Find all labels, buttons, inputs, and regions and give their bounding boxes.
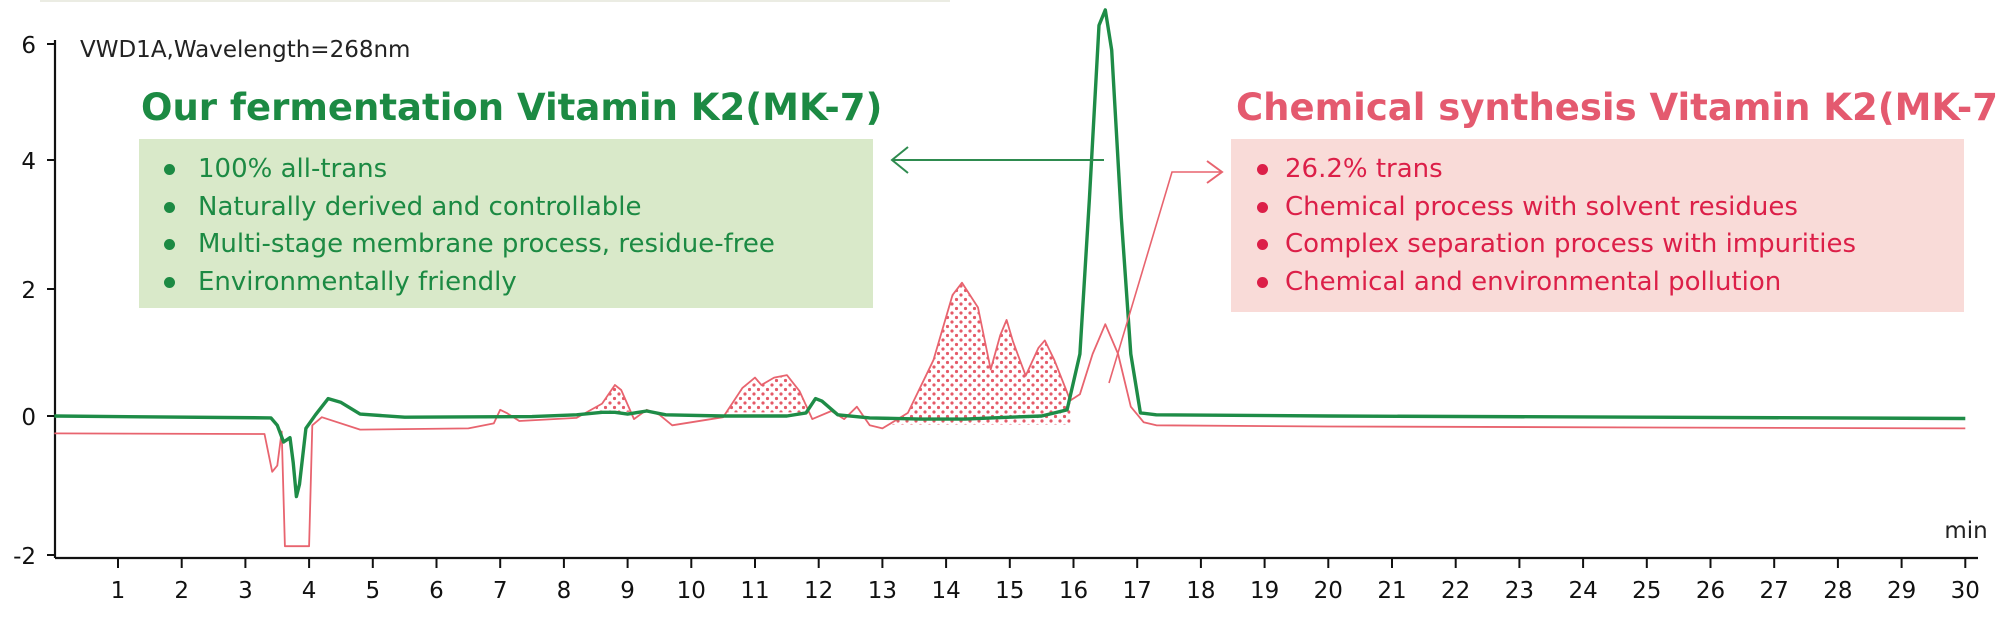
x-tick-label: 17	[1123, 578, 1152, 604]
fermentation-item: Environmentally friendly	[164, 264, 873, 302]
x-tick-label: 6	[429, 578, 444, 604]
x-tick-label: 8	[557, 578, 572, 604]
chemical-heading: Chemical synthesis Vitamin K2(MK-7)	[1236, 86, 1998, 129]
x-tick-label: 20	[1314, 578, 1343, 604]
x-tick-label: 16	[1059, 578, 1088, 604]
x-tick-label: 11	[740, 578, 769, 604]
fermentation-item: Naturally derived and controllable	[164, 189, 873, 227]
red-pointer-line	[1108, 171, 1222, 384]
chemical-panel: 26.2% trans Chemical process with solven…	[1231, 139, 1964, 312]
x-tick-label: 12	[804, 578, 833, 604]
x-tick-label: 4	[302, 578, 317, 604]
y-tick-label: 6	[21, 33, 36, 59]
x-tick-label: 25	[1632, 578, 1661, 604]
signal-label: VWD1A,Wavelength=268nm	[80, 37, 411, 63]
x-tick-label: 15	[995, 578, 1024, 604]
x-tick-label: 22	[1441, 578, 1470, 604]
chemical-item: Complex separation process with impuriti…	[1257, 226, 1964, 264]
y-tick-label: 2	[21, 278, 36, 304]
fermentation-trace	[54, 8, 1966, 499]
x-tick-label: 5	[365, 578, 380, 604]
fermentation-item: 100% all-trans	[164, 151, 873, 189]
x-tick-label: 23	[1505, 578, 1534, 604]
y-tick-label: 0	[21, 405, 36, 431]
fermentation-item: Multi-stage membrane process, residue-fr…	[164, 226, 873, 264]
x-tick-label: 28	[1823, 578, 1852, 604]
x-tick-label: 21	[1377, 578, 1406, 604]
green-arrow-head	[890, 146, 909, 174]
x-tick-label: 26	[1696, 578, 1725, 604]
x-tick-label: 19	[1250, 578, 1279, 604]
x-tick-label: 24	[1568, 578, 1597, 604]
fermentation-heading: Our fermentation Vitamin K2(MK-7)	[141, 86, 883, 129]
top-rule	[40, 0, 950, 2]
chemical-item: Chemical and environmental pollution	[1257, 264, 1964, 302]
chemical-item: Chemical process with solvent residues	[1257, 189, 1964, 227]
x-unit-label: min	[1944, 518, 1987, 544]
fermentation-panel: 100% all-trans Naturally derived and con…	[139, 139, 873, 308]
x-tick-label: 2	[174, 578, 189, 604]
x-tick-label: 27	[1760, 578, 1789, 604]
shaded-peak-area	[595, 385, 631, 412]
x-tick-label: 30	[1951, 578, 1980, 604]
x-tick-label: 10	[677, 578, 706, 604]
shaded-peak-area	[726, 375, 806, 413]
y-tick-label: -2	[13, 544, 36, 570]
red-arrow-head	[1206, 160, 1224, 184]
x-tick-label: 7	[493, 578, 508, 604]
y-tick-label: 4	[21, 149, 36, 175]
x-tick-label: 13	[868, 578, 897, 604]
x-tick-label: 14	[931, 578, 960, 604]
chemical-synthesis-trace	[54, 281, 1966, 548]
shaded-peak-area	[888, 282, 1071, 425]
x-tick-label: 9	[620, 578, 635, 604]
chemical-item: 26.2% trans	[1257, 151, 1964, 189]
x-tick-label: 18	[1186, 578, 1215, 604]
x-tick-label: 3	[238, 578, 253, 604]
x-tick-label: 29	[1887, 578, 1916, 604]
x-tick-label: 1	[111, 578, 126, 604]
